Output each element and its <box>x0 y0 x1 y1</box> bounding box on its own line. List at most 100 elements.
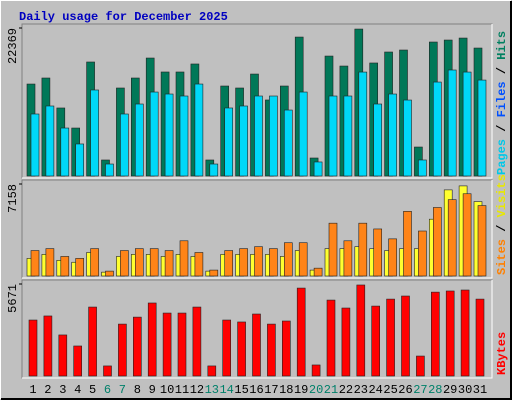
x-tick-label: 19 <box>294 383 308 397</box>
x-tick-label: 22 <box>339 383 353 397</box>
bar <box>403 211 412 277</box>
bar <box>298 91 308 177</box>
x-tick-label: 5 <box>89 383 96 397</box>
bar <box>75 258 84 277</box>
bar <box>164 250 174 277</box>
bar <box>105 163 114 177</box>
x-tick-label: 10 <box>160 383 174 397</box>
bar <box>162 312 172 377</box>
bar <box>239 248 248 277</box>
panel-edge <box>22 280 493 379</box>
bar <box>45 105 55 177</box>
bar <box>147 302 157 377</box>
panel-edge <box>22 24 493 179</box>
x-tick-label: 7 <box>119 383 126 397</box>
bar <box>388 93 397 177</box>
legend-entry: Hits <box>495 31 509 60</box>
x-tick-label: 20 <box>309 383 323 397</box>
bar <box>447 199 457 277</box>
bar <box>462 71 472 177</box>
legend-separator: / <box>495 217 509 239</box>
bar <box>447 69 457 177</box>
bar <box>133 316 142 377</box>
legend-separator: / <box>495 117 509 139</box>
bar <box>75 143 84 177</box>
bar <box>120 113 129 177</box>
bar <box>73 345 82 377</box>
bar <box>207 365 217 377</box>
legend: KBytes <box>495 332 509 375</box>
bar <box>60 256 70 277</box>
bar <box>60 127 70 177</box>
bar <box>343 95 353 177</box>
bar <box>252 313 261 377</box>
bar <box>164 93 174 177</box>
x-tick-label: 27 <box>413 383 427 397</box>
bar <box>358 222 368 277</box>
x-tick-label: 16 <box>249 383 263 397</box>
bar <box>373 228 383 277</box>
x-tick-label: 28 <box>428 383 442 397</box>
bar <box>105 270 114 277</box>
chart-title: Daily usage for December 2025 <box>19 10 228 24</box>
x-tick-label: 8 <box>134 383 141 397</box>
x-tick-label: 11 <box>175 383 189 397</box>
bar <box>373 103 383 177</box>
bar <box>209 163 219 177</box>
x-tick-label: 21 <box>324 383 338 397</box>
bar <box>45 248 55 277</box>
bar <box>388 238 397 277</box>
bar <box>30 113 40 177</box>
bar <box>239 105 248 177</box>
bar <box>269 95 278 177</box>
bar <box>281 320 291 377</box>
bar <box>135 103 144 177</box>
x-tick-label: 31 <box>473 383 487 397</box>
bar <box>430 291 440 377</box>
legend-separator: / <box>495 60 509 82</box>
bar <box>28 319 38 377</box>
bar <box>267 323 276 377</box>
legend-entry: Visits <box>495 174 509 217</box>
panel-edge <box>22 180 493 279</box>
legend-entry: Sites <box>495 239 509 275</box>
bar <box>209 269 219 277</box>
bar <box>432 81 442 177</box>
bar <box>149 91 159 177</box>
x-tick-label: 9 <box>149 383 156 397</box>
bar <box>177 312 187 377</box>
bar <box>254 246 263 277</box>
legend-entry: KBytes <box>495 332 509 375</box>
x-tick-label: 17 <box>264 383 278 397</box>
bar <box>269 248 278 277</box>
bar <box>194 83 204 177</box>
y-tick-label: 5671 <box>6 284 20 313</box>
bar <box>432 207 442 277</box>
bar <box>386 298 395 377</box>
bar <box>224 107 233 177</box>
bar <box>326 299 336 377</box>
bar <box>283 109 293 177</box>
bar <box>194 252 204 277</box>
x-tick-label: 3 <box>59 383 66 397</box>
legend-entry: Pages <box>495 139 509 175</box>
x-tick-label: 1 <box>29 383 36 397</box>
bar <box>298 242 308 277</box>
x-tick-label: 14 <box>219 383 233 397</box>
bar <box>416 355 425 377</box>
bar <box>358 71 368 177</box>
bar <box>296 287 306 377</box>
x-tick-label: 24 <box>368 383 382 397</box>
x-tick-label: 6 <box>104 383 111 397</box>
bar <box>341 307 351 377</box>
bar <box>58 334 68 377</box>
bar <box>224 250 233 277</box>
bar <box>283 242 293 277</box>
legend: Pages / Files / Hits <box>495 31 509 175</box>
bar <box>192 306 202 377</box>
x-tick-label: 12 <box>190 383 204 397</box>
bar <box>135 248 144 277</box>
x-tick-label: 4 <box>74 383 81 397</box>
bar <box>343 240 353 277</box>
